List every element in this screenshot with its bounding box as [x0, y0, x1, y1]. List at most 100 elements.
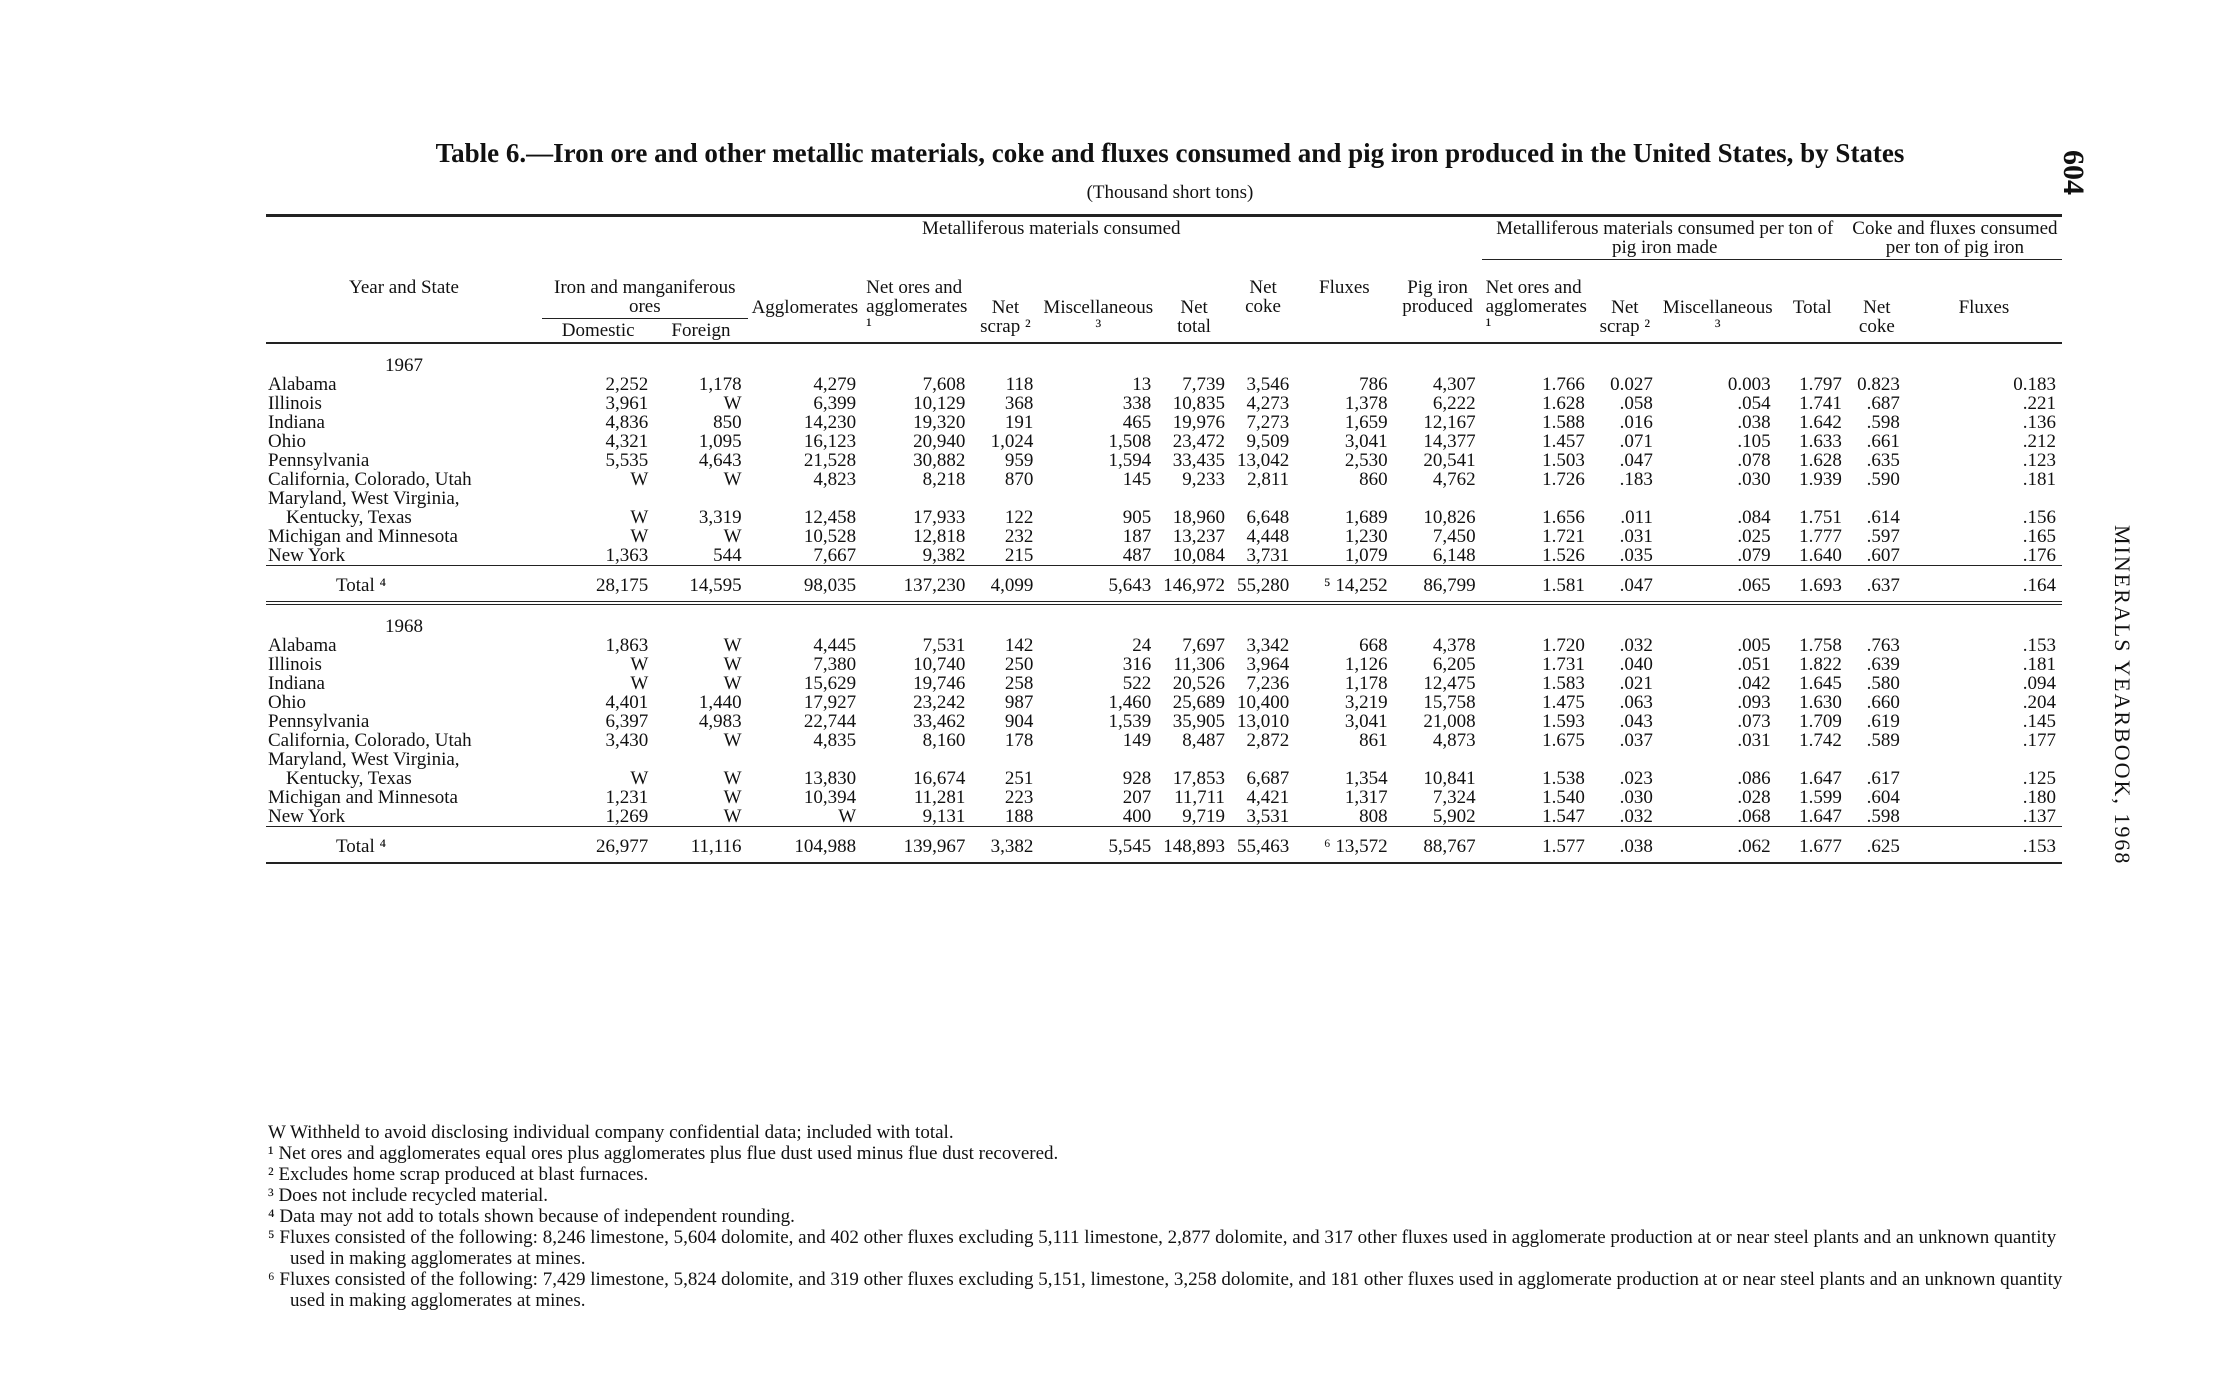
cell: 10,528: [803, 525, 857, 547]
cell: .065: [1658, 564, 1777, 605]
cell: .204: [2022, 691, 2056, 713]
cell: 1,317: [1344, 786, 1388, 808]
row-label-cell: California, Colorado, Utah: [266, 731, 542, 750]
cell: .038: [1590, 825, 1659, 864]
cell: .123: [2022, 449, 2056, 471]
cell: 1.751: [1799, 506, 1842, 528]
cell: W: [838, 805, 857, 827]
cell: 3,546: [1246, 373, 1290, 395]
cell: .597: [1866, 525, 1900, 547]
cell: .093: [1737, 691, 1771, 713]
cell: 1.538: [1542, 767, 1585, 789]
cell: .071: [1619, 430, 1653, 452]
data-row: Michigan and Minnesota 1,231 W 10,394 11,281…: [266, 788, 2062, 807]
cell: 3,731: [1246, 544, 1290, 566]
row-label-cell: Ohio: [266, 432, 542, 451]
cell: 250: [1004, 653, 1034, 675]
cell: 1.693: [1776, 564, 1848, 605]
cell: 11,281: [913, 786, 966, 808]
cell: 6,397: [605, 710, 649, 732]
cell: 1.628: [1799, 449, 1842, 471]
cell: .030: [1619, 786, 1653, 808]
cell: .037: [1619, 729, 1653, 751]
cell: 13,010: [1236, 710, 1290, 732]
cell: .177: [2022, 729, 2056, 751]
cell: 3,219: [1344, 691, 1388, 713]
cell: 808: [1359, 805, 1388, 827]
cell: 1.583: [1542, 672, 1585, 694]
row-label-cell: Total ⁴: [266, 825, 542, 864]
cell: 13,042: [1236, 449, 1290, 471]
cell: 1.741: [1799, 392, 1842, 414]
cell: 2,811: [1247, 468, 1290, 490]
cell: W: [630, 525, 649, 547]
cell: 4,762: [1432, 468, 1476, 490]
cell: 4,445: [813, 634, 857, 656]
cell: .028: [1737, 786, 1771, 808]
cell: .660: [1866, 691, 1900, 713]
cell: .084: [1737, 506, 1771, 528]
cell: 188: [1004, 805, 1034, 827]
header-row: Domestic Foreign: [266, 318, 2062, 344]
cell: 0.183: [2013, 373, 2056, 395]
cell: 10,740: [913, 653, 966, 675]
cell: 215: [1004, 544, 1034, 566]
row-label: Maryland, West Virginia, Kentucky, Texas: [268, 487, 460, 528]
footnote: ⁴ Data may not add to totals shown becau…: [268, 1206, 795, 1227]
cell: 10,841: [1423, 767, 1476, 789]
cell: 9,509: [1246, 430, 1290, 452]
cell: 8,160: [922, 729, 966, 751]
cell: W: [630, 653, 649, 675]
row-label-cell: Illinois: [266, 655, 542, 674]
row-label: Alabama: [268, 634, 337, 656]
cell: 11,116: [654, 825, 748, 864]
cell: 850: [713, 411, 742, 433]
header-cell: [266, 214, 542, 260]
header-cell: Fluxes: [1295, 259, 1394, 344]
cell: 9,382: [922, 544, 966, 566]
cell: 7,380: [813, 653, 857, 675]
cell: 7,608: [922, 373, 966, 395]
cell: .051: [1737, 653, 1771, 675]
cell: 1,231: [605, 786, 649, 808]
cell: 15,629: [803, 672, 857, 694]
cell: 1,269: [605, 805, 649, 827]
cell: 1.777: [1799, 525, 1842, 547]
cell: 4,099: [971, 564, 1040, 605]
header-cell: Net coke: [1847, 259, 1906, 344]
cell: .040: [1619, 653, 1653, 675]
cell: W: [630, 767, 649, 789]
data-row: Alabama 1,863 W 4,445 7,531 142 24 7,697 3,342 66…: [266, 636, 2062, 655]
cell: .137: [2022, 805, 2056, 827]
cell: 16,123: [803, 430, 857, 452]
cell: 10,400: [1236, 691, 1290, 713]
cell: 1.939: [1799, 468, 1842, 490]
cell: 104,988: [747, 825, 863, 864]
cell: 12,475: [1423, 672, 1476, 694]
cell: .005: [1737, 634, 1771, 656]
row-label: Indiana: [268, 672, 325, 694]
cell: 1,230: [1344, 525, 1388, 547]
row-label-cell: Pennsylvania: [266, 712, 542, 731]
cell: 1,863: [605, 634, 649, 656]
cell: 14,377: [1423, 430, 1476, 452]
row-label: Indiana: [268, 411, 325, 433]
cell: .687: [1866, 392, 1900, 414]
cell: 17,853: [1172, 767, 1225, 789]
cell: 3,964: [1246, 653, 1290, 675]
cell: 1.642: [1799, 411, 1842, 433]
cell: .164: [1905, 564, 2062, 605]
row-label-cell: Indiana: [266, 674, 542, 693]
cell: 4,835: [813, 729, 857, 751]
cell: 368: [1004, 392, 1034, 414]
cell: 3,041: [1344, 430, 1388, 452]
cell: .078: [1737, 449, 1771, 471]
cell: 4,279: [813, 373, 857, 395]
cell: ⁵ 14,252: [1295, 564, 1394, 605]
cell: 4,273: [1246, 392, 1290, 414]
cell: W: [723, 767, 742, 789]
header-cell: Net ores and agglomerates ¹: [862, 259, 972, 344]
cell: .619: [1866, 710, 1900, 732]
running-head: MINERALS YEARBOOK, 1968: [2110, 525, 2135, 866]
cell: W: [723, 634, 742, 656]
